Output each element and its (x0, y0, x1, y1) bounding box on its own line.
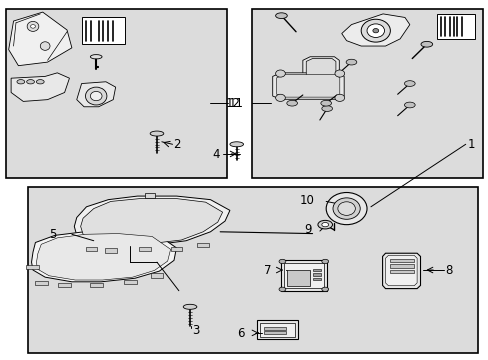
Ellipse shape (36, 80, 44, 84)
Bar (251, 9, 482, 178)
Bar (286, 270, 309, 286)
Ellipse shape (17, 80, 25, 84)
Ellipse shape (229, 142, 243, 147)
Bar (58, 283, 71, 287)
Polygon shape (9, 12, 72, 66)
Polygon shape (276, 75, 339, 97)
Ellipse shape (90, 91, 102, 101)
Ellipse shape (334, 70, 344, 77)
Polygon shape (382, 253, 420, 289)
Bar (26, 265, 39, 269)
Ellipse shape (332, 198, 360, 219)
Ellipse shape (372, 28, 378, 33)
Ellipse shape (275, 70, 285, 77)
Bar (170, 247, 182, 251)
Ellipse shape (85, 87, 107, 105)
Ellipse shape (279, 287, 285, 292)
Ellipse shape (275, 94, 285, 102)
Bar (436, 14, 474, 39)
Ellipse shape (366, 24, 384, 37)
Ellipse shape (90, 55, 102, 59)
Bar (389, 259, 413, 262)
Polygon shape (302, 57, 339, 82)
Ellipse shape (279, 259, 285, 264)
Text: 11: 11 (228, 97, 244, 110)
Bar (264, 327, 285, 330)
Polygon shape (31, 231, 176, 282)
Bar (85, 247, 97, 251)
Text: 7: 7 (263, 264, 271, 276)
Polygon shape (36, 234, 170, 280)
Ellipse shape (320, 100, 331, 106)
Text: 12: 12 (225, 97, 241, 110)
Text: 8: 8 (444, 264, 451, 277)
Bar (389, 270, 413, 273)
Ellipse shape (286, 100, 297, 106)
Ellipse shape (346, 59, 356, 65)
Bar (90, 283, 102, 287)
Polygon shape (305, 59, 335, 79)
Ellipse shape (420, 41, 432, 47)
Text: 10: 10 (300, 194, 314, 207)
Bar (281, 260, 326, 291)
Ellipse shape (275, 13, 287, 18)
Bar (139, 247, 150, 251)
Ellipse shape (404, 81, 414, 86)
Polygon shape (341, 14, 409, 46)
Ellipse shape (317, 220, 332, 229)
Ellipse shape (40, 42, 50, 50)
Bar (312, 269, 321, 271)
Ellipse shape (150, 131, 163, 136)
Text: 5: 5 (49, 228, 56, 241)
Polygon shape (81, 199, 222, 244)
Text: 9: 9 (304, 223, 311, 236)
Ellipse shape (337, 202, 355, 215)
Bar (260, 323, 294, 337)
Polygon shape (272, 73, 344, 99)
Polygon shape (74, 196, 229, 246)
Ellipse shape (325, 193, 366, 225)
Ellipse shape (321, 106, 332, 111)
Bar (264, 331, 285, 334)
Ellipse shape (30, 24, 35, 28)
Bar (150, 273, 163, 278)
Bar (6, 9, 227, 178)
Polygon shape (385, 255, 416, 286)
Ellipse shape (321, 259, 328, 264)
Bar (123, 280, 136, 284)
Ellipse shape (27, 80, 34, 84)
Bar (28, 187, 477, 353)
Ellipse shape (334, 94, 344, 102)
Bar (35, 281, 47, 285)
Text: 2: 2 (173, 139, 181, 152)
Text: 3: 3 (192, 324, 199, 337)
Text: 4: 4 (211, 148, 219, 161)
Ellipse shape (321, 287, 328, 292)
Bar (284, 263, 323, 288)
Ellipse shape (183, 304, 197, 309)
Polygon shape (77, 82, 116, 107)
Bar (197, 243, 208, 247)
Bar (256, 320, 297, 339)
Ellipse shape (404, 102, 414, 108)
Text: 1: 1 (466, 138, 474, 151)
Bar (105, 248, 116, 252)
Bar (144, 193, 154, 198)
Bar (312, 278, 321, 280)
Bar (81, 18, 125, 44)
Bar (312, 273, 321, 276)
Polygon shape (11, 73, 69, 102)
Text: 6: 6 (237, 327, 244, 340)
Ellipse shape (361, 19, 389, 42)
Ellipse shape (27, 21, 39, 31)
Bar (389, 264, 413, 267)
Ellipse shape (321, 222, 328, 227)
